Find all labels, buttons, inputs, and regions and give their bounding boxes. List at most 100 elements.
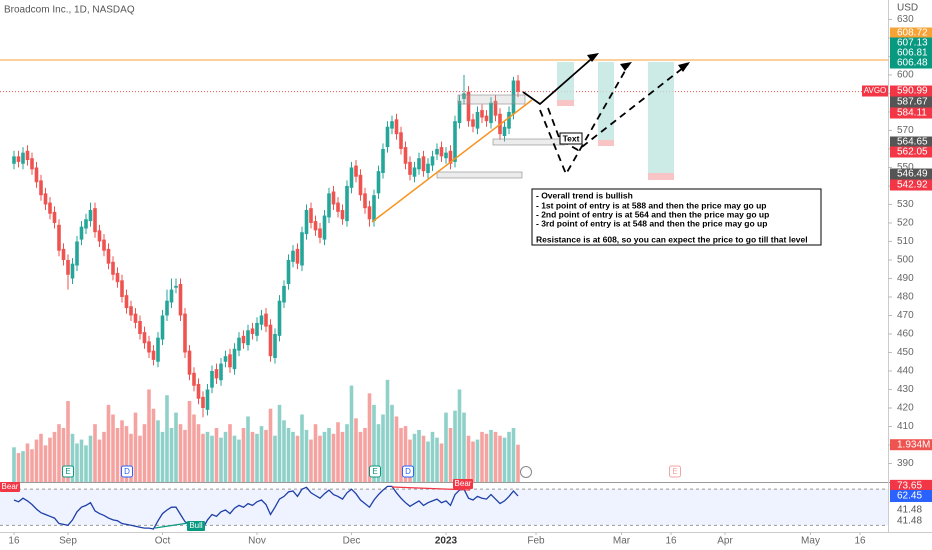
volume-bar bbox=[70, 433, 75, 482]
price-label: 606.81 bbox=[897, 48, 928, 59]
bull-label: Bull bbox=[189, 521, 203, 530]
volume-bar bbox=[48, 437, 52, 482]
candle-body bbox=[336, 202, 340, 212]
target-zone bbox=[598, 62, 614, 140]
volume-bar bbox=[120, 420, 124, 482]
note-line: - Overall trend is bullish bbox=[536, 190, 633, 200]
candle-body bbox=[138, 321, 142, 334]
event-marker: D bbox=[124, 467, 130, 476]
volume-label-bg bbox=[890, 439, 932, 451]
volume-bar bbox=[336, 422, 340, 482]
zone-box bbox=[436, 171, 523, 179]
candle-body bbox=[480, 110, 484, 118]
volume-bar bbox=[232, 435, 237, 482]
event-marker-bg bbox=[669, 465, 681, 478]
candle-body bbox=[214, 369, 219, 379]
candle-body bbox=[12, 156, 16, 164]
volume-bar bbox=[124, 426, 129, 482]
candle-body bbox=[453, 121, 457, 162]
volume-bar bbox=[255, 433, 259, 482]
volume-bar bbox=[358, 431, 363, 482]
volume-bar bbox=[354, 418, 358, 482]
candle-body bbox=[156, 337, 160, 362]
price-label-bg bbox=[890, 37, 932, 49]
volume-bar bbox=[462, 412, 466, 482]
price-label-bg bbox=[890, 57, 932, 69]
event-marker-bg bbox=[62, 465, 74, 478]
event-marker-bg bbox=[402, 465, 414, 478]
x-tick-label: 16 bbox=[665, 536, 677, 547]
x-tick-label: 2023 bbox=[435, 536, 458, 547]
volume-bar bbox=[273, 435, 277, 482]
candle-body bbox=[147, 341, 151, 353]
y-tick-label: 390 bbox=[897, 458, 914, 469]
volume-bar bbox=[471, 441, 475, 482]
volume-bar bbox=[259, 426, 264, 482]
price-label-bg bbox=[890, 136, 932, 148]
price-label: 608.72 bbox=[897, 28, 928, 39]
volume-bar bbox=[210, 435, 214, 482]
candle-body bbox=[66, 259, 70, 275]
candle-body bbox=[430, 156, 435, 166]
candle-body bbox=[241, 335, 246, 344]
candle-body bbox=[345, 185, 349, 222]
split-marker bbox=[520, 466, 532, 478]
volume-bar bbox=[115, 428, 120, 482]
candle-body bbox=[115, 272, 120, 283]
candle-body bbox=[178, 284, 183, 316]
candle-body bbox=[390, 121, 394, 129]
note-line: Resistance is at 608, so you can expect … bbox=[536, 234, 808, 244]
candle-body bbox=[385, 126, 390, 148]
candle-body bbox=[192, 372, 196, 386]
volume-bar bbox=[156, 420, 160, 482]
volume-bar bbox=[399, 428, 403, 482]
price-label-bg bbox=[890, 146, 932, 158]
volume-bar bbox=[408, 439, 412, 482]
y-tick-label: 450 bbox=[897, 347, 914, 358]
candle-body bbox=[160, 315, 165, 340]
volume-bar bbox=[327, 428, 331, 482]
candle-body bbox=[457, 100, 462, 124]
candle-body bbox=[318, 228, 322, 238]
y-tick-label: 480 bbox=[897, 292, 914, 303]
y-tick-label: 550 bbox=[897, 162, 914, 173]
y-tick-label: 510 bbox=[897, 236, 914, 247]
bear-label: Bear bbox=[455, 479, 472, 488]
volume-bar bbox=[507, 431, 511, 482]
candle-body bbox=[255, 322, 259, 336]
volume-bar bbox=[489, 429, 493, 482]
y-tick-label: 500 bbox=[897, 255, 914, 266]
volume-bar bbox=[322, 431, 327, 482]
volume-bar bbox=[264, 429, 268, 482]
arrow bbox=[522, 53, 598, 106]
event-marker-bg bbox=[369, 465, 381, 478]
volume-bar bbox=[178, 424, 183, 482]
volume-bar bbox=[169, 428, 174, 482]
volume-bar bbox=[403, 426, 408, 482]
volume-bar bbox=[93, 424, 97, 482]
volume-bar bbox=[237, 439, 241, 482]
note-line: - 3rd point of entry is at 548 and then … bbox=[536, 218, 767, 228]
volume-bar bbox=[187, 401, 192, 482]
volume-bar bbox=[138, 435, 142, 482]
volume-bar bbox=[88, 435, 93, 482]
volume-bar bbox=[502, 437, 507, 482]
volume-bar bbox=[43, 445, 48, 482]
volume-bar bbox=[480, 431, 484, 482]
y-tick-label: 430 bbox=[897, 384, 914, 395]
volume-bar bbox=[340, 431, 345, 482]
price-label: 564.65 bbox=[897, 137, 928, 148]
candle-body bbox=[223, 356, 228, 362]
volume-bar bbox=[381, 414, 385, 482]
candle-body bbox=[484, 115, 489, 122]
y-tick-label: 440 bbox=[897, 366, 914, 377]
candle-body bbox=[196, 383, 201, 399]
rsi-value-label: 41.48 bbox=[897, 516, 922, 527]
candle-body bbox=[448, 150, 453, 164]
volume-bar bbox=[435, 437, 439, 482]
candle-body bbox=[309, 208, 313, 223]
price-label: 584.11 bbox=[897, 108, 927, 119]
candle-body bbox=[129, 306, 133, 316]
volume-bar bbox=[151, 408, 156, 482]
volume-bar bbox=[268, 408, 273, 482]
